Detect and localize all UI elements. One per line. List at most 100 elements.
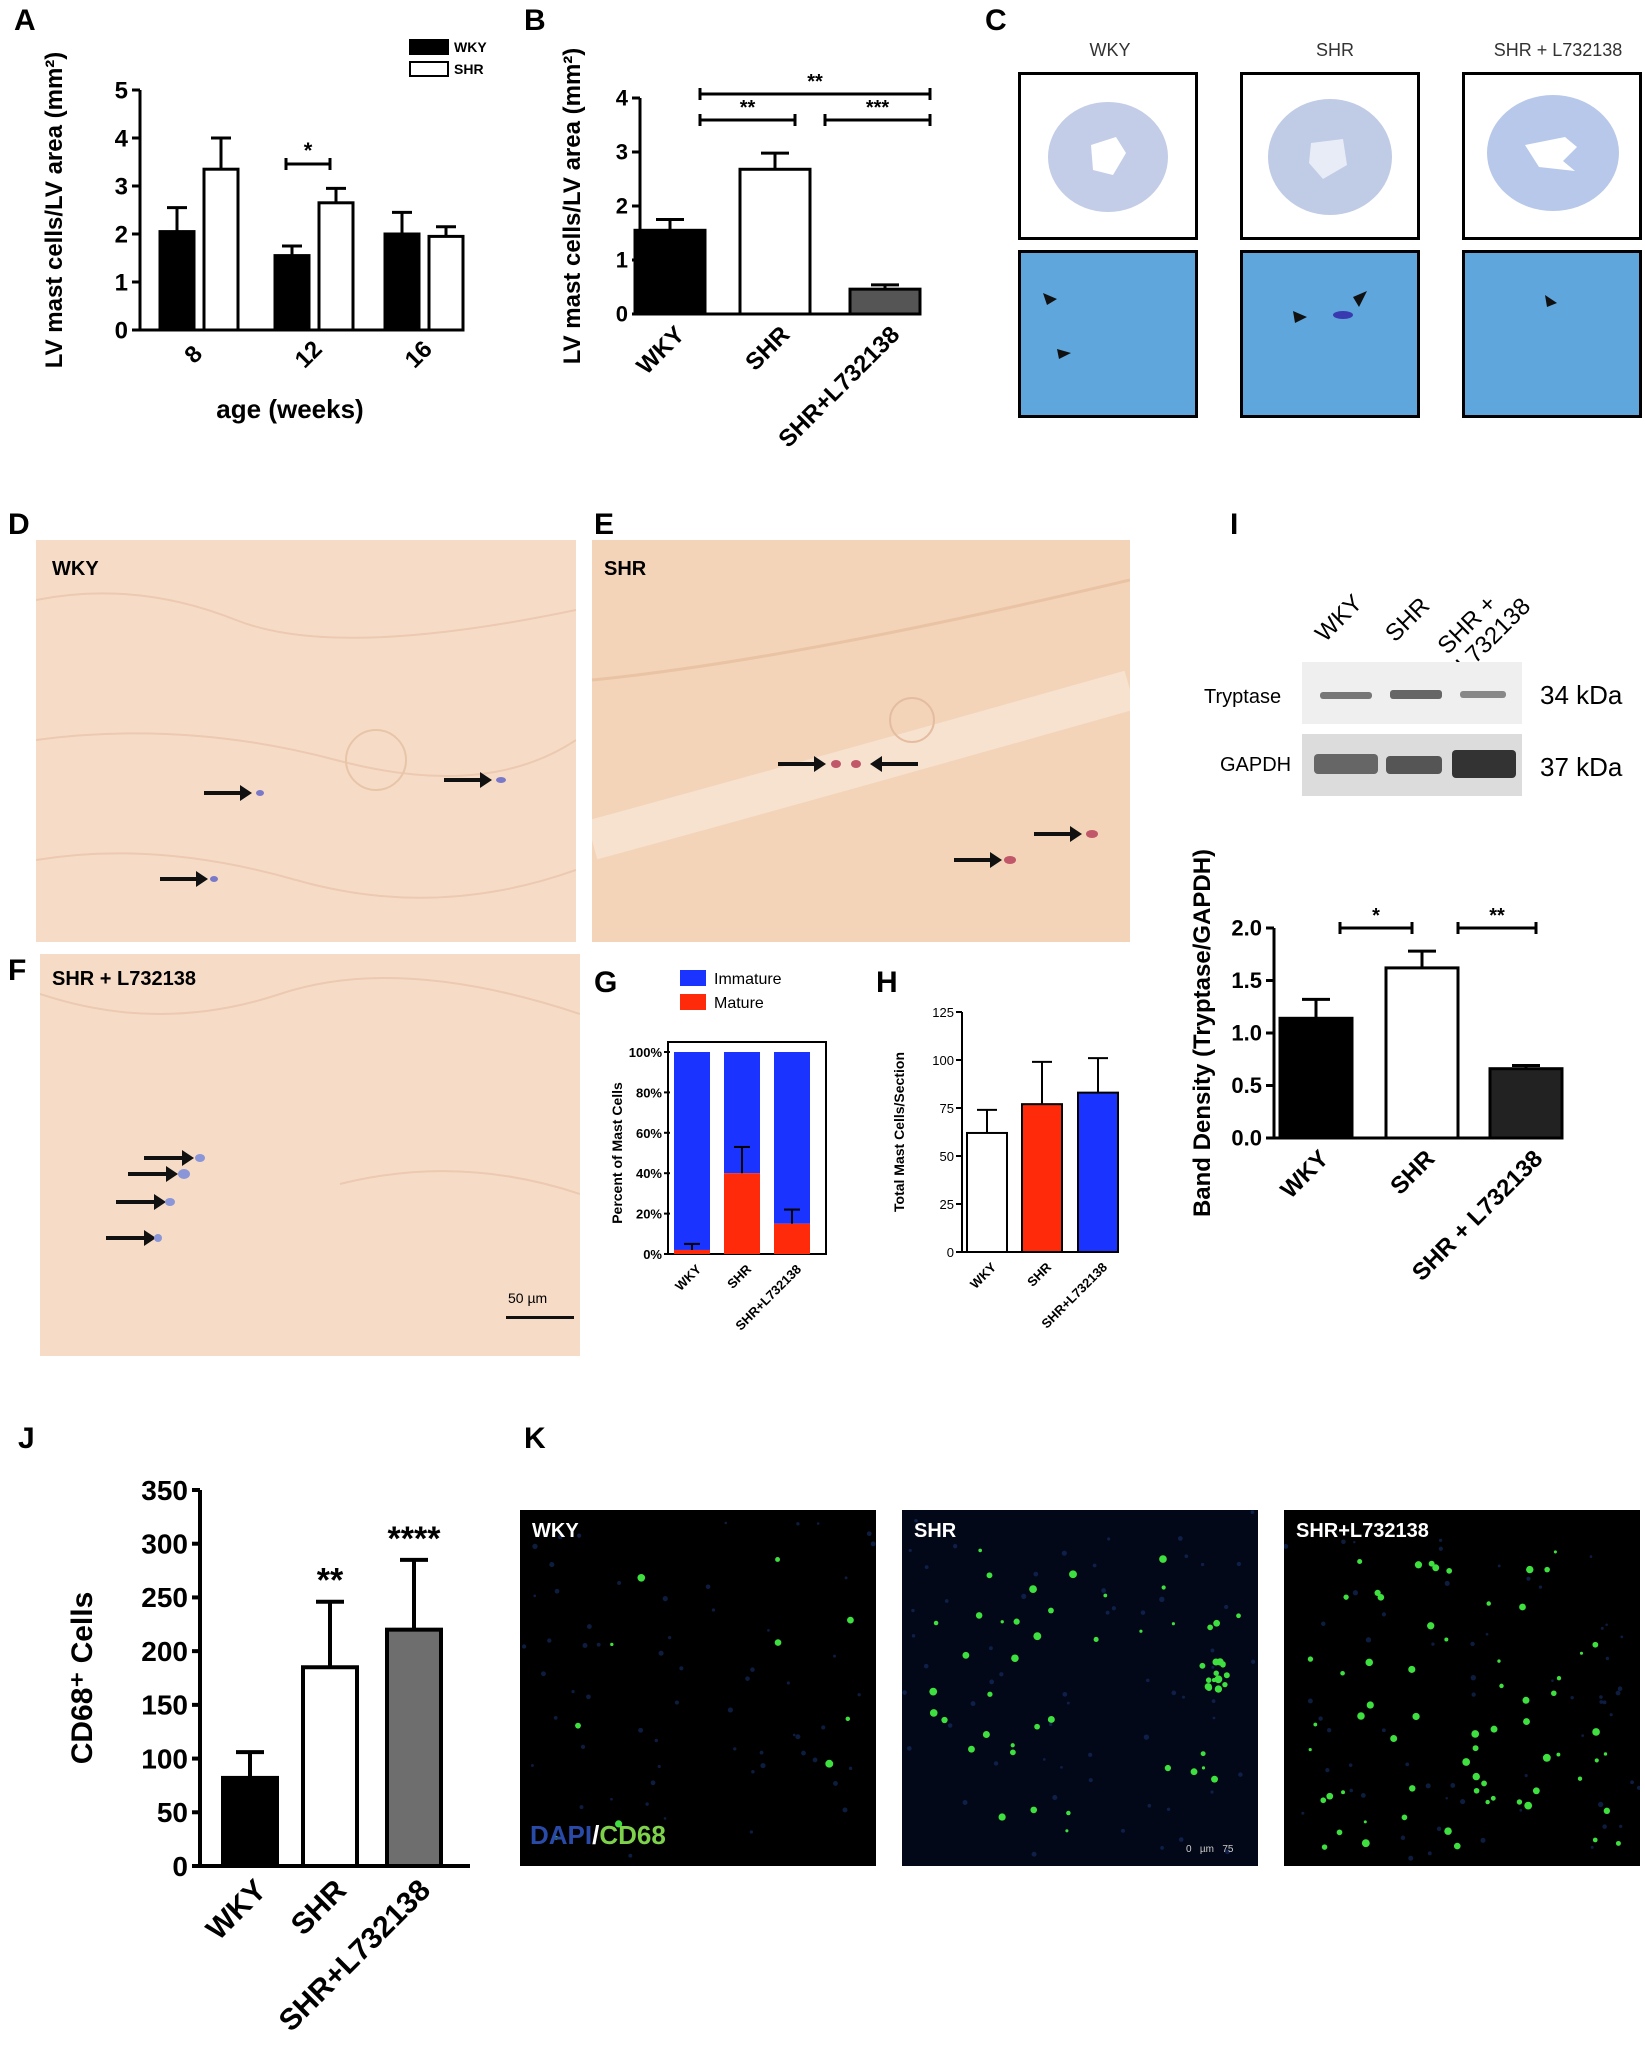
bar-immature-wky (674, 1052, 710, 1250)
dapi-dot (1400, 1835, 1406, 1840)
cd68-dot (1093, 1636, 1099, 1642)
x-tick-label: SHR+L732138 (273, 1874, 437, 2038)
dapi-dot (1617, 1686, 1623, 1692)
dapi-dot (1602, 1700, 1607, 1705)
cd68-dot (1592, 1641, 1599, 1648)
bar-shr (301, 1665, 359, 1868)
dapi-dot (821, 1725, 826, 1730)
dapi-dot (1105, 1610, 1110, 1615)
bar-wky (1278, 1016, 1354, 1140)
dapi-dot (907, 1746, 912, 1751)
dapi-dot (1031, 1851, 1037, 1857)
cd68-dot (1340, 1670, 1345, 1676)
dapi-dot (1210, 1648, 1215, 1653)
cd68-dot (1030, 1806, 1038, 1814)
dapi-dot (724, 1521, 728, 1525)
chart-i: 0.0 0.5 1.0 1.5 2.0 Band Density (Tryptase/GA… (1189, 849, 1564, 1286)
dapi-dot (727, 1707, 734, 1713)
dapi-dot (1470, 1674, 1477, 1681)
dapi-dot (1061, 1550, 1067, 1556)
dapi-dot (1538, 1585, 1543, 1589)
dapi-dot (1630, 1780, 1634, 1785)
dapi-dot (1405, 1762, 1410, 1767)
dapi-dot (1445, 1797, 1448, 1800)
dapi-dot (1200, 1562, 1205, 1567)
x-tick-label: WKY (632, 321, 691, 380)
panel-label-i: I (1230, 508, 1239, 541)
dapi-dot (786, 1681, 790, 1685)
y-axis-label: CD68⁺ Cells (66, 1592, 99, 1765)
cd68-dot (1526, 1565, 1534, 1574)
cd68-dot (1171, 1622, 1175, 1626)
cd68-dot (1211, 1775, 1218, 1783)
bar-shr-8 (202, 167, 240, 332)
dapi-dot (617, 1581, 622, 1585)
x-tick-label: 16 (400, 336, 438, 374)
dapi-dot (944, 1599, 949, 1603)
dapi-dot (521, 1644, 527, 1649)
dapi-dot (1088, 1752, 1093, 1757)
cd68-dot (637, 1573, 646, 1582)
significance-label: ** (807, 71, 823, 93)
dapi-dot (993, 1761, 999, 1766)
dapi-dot (1636, 1785, 1640, 1790)
cd68-dot (1216, 1658, 1224, 1666)
wb-band-gapdh (1302, 734, 1522, 796)
fluor-dots (902, 1510, 1256, 1857)
histology-e-label: SHR (604, 558, 647, 580)
dapi-dot (942, 1526, 948, 1531)
dapi-dot (1600, 1626, 1604, 1630)
significance-label: * (304, 138, 313, 163)
significance-label: *** (866, 97, 890, 119)
dapi-dot (914, 1518, 918, 1523)
dapi-dot (1060, 1765, 1063, 1769)
y-tick-label: 1 (616, 248, 628, 273)
dapi-dot (751, 1769, 755, 1774)
cd68-dot (1409, 1785, 1416, 1792)
fluor-label-shr: SHR (914, 1520, 957, 1542)
cd68-dot (1490, 1795, 1496, 1801)
dapi-dot (1042, 1758, 1046, 1761)
significance-label: ** (740, 97, 756, 119)
c-zoom-shr (1240, 250, 1420, 418)
dapi-dot (533, 1594, 537, 1598)
y-tick-label: 300 (141, 1529, 188, 1560)
dapi-dot (582, 1643, 588, 1649)
x-tick-label: 8 (179, 340, 208, 369)
legend-swatch-wky (409, 39, 449, 55)
dapi-dot (571, 1689, 575, 1694)
dapi-dot (1360, 1793, 1366, 1798)
dapi-dot (1171, 1690, 1177, 1696)
cd68-dot (975, 1612, 983, 1619)
bar-shr+l732138 (848, 287, 922, 316)
legend-dapi: DAPI (530, 1820, 593, 1850)
cd68-dot (1542, 1753, 1551, 1762)
dapi-dot (1147, 1803, 1152, 1808)
cd68-dot (1603, 1807, 1611, 1815)
cd68-dot (1065, 1829, 1069, 1833)
y-tick-label: 0 (616, 302, 628, 327)
dapi-dot (970, 1701, 976, 1707)
cd68-dot (1472, 1745, 1479, 1752)
cd68-dot (1556, 1752, 1561, 1757)
panel-label-f: F (8, 954, 27, 987)
x-tick-label: SHR (1385, 1145, 1440, 1200)
x-tick-label: SHR (740, 321, 795, 376)
c-section-shr (1240, 72, 1420, 240)
dapi-dot (1609, 1713, 1613, 1717)
dapi-dot (1471, 1692, 1476, 1697)
dapi-dot (1519, 1808, 1523, 1812)
cd68-dot (1313, 1722, 1318, 1727)
dapi-dot (1159, 1596, 1165, 1602)
legend-label-immature: Immature (714, 971, 782, 988)
cd68-dot (1000, 1620, 1004, 1624)
dapi-dot (554, 1588, 560, 1594)
dapi-dot (866, 1531, 872, 1537)
cd68-dot (987, 1691, 993, 1697)
c-section-shr-l732138 (1462, 72, 1642, 240)
bar-shr+l732138 (1488, 1067, 1564, 1140)
bar-wky (966, 1131, 1008, 1254)
cd68-dot (1497, 1659, 1501, 1663)
